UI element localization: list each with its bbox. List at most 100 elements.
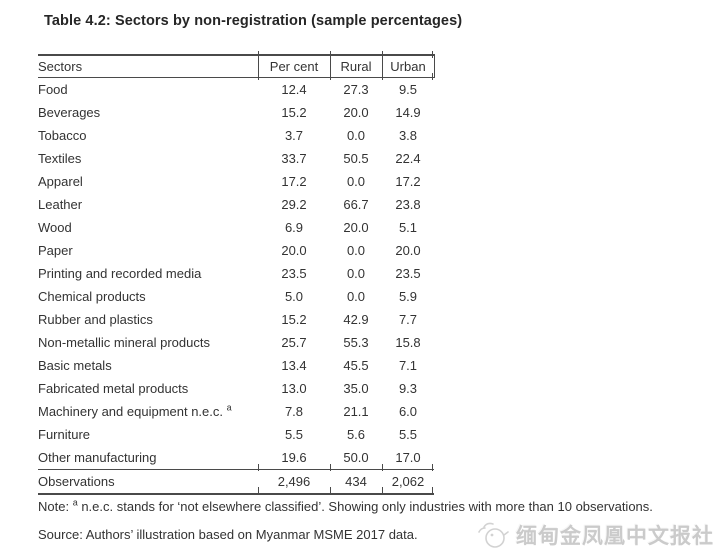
- percent-cell: 19.6: [258, 446, 330, 470]
- table-row: Printing and recorded media 23.5 0.0 23.5: [38, 262, 434, 285]
- table-row: Food 12.4 27.3 9.5: [38, 78, 434, 102]
- sector-cell: Paper: [38, 243, 73, 258]
- watermark-text: 缅甸金凤凰中文报社: [516, 525, 714, 548]
- rural-cell: 5.6: [346, 427, 366, 442]
- percent-cell: 12.4: [281, 82, 307, 97]
- rule-tick: [258, 464, 259, 471]
- sector-cell: Leather: [38, 197, 83, 212]
- rural-cell: 55.3: [343, 335, 369, 350]
- rule-tick: [432, 73, 433, 80]
- rural-cell: 21.1: [343, 404, 369, 419]
- urban-cell: 5.5: [398, 427, 418, 442]
- urban-cell: 23.5: [395, 266, 421, 281]
- rural-cell: 66.7: [343, 197, 369, 212]
- observations-label-cell: Observations: [38, 469, 258, 495]
- rule-tick: [382, 464, 383, 471]
- phoenix-logo-icon: [475, 518, 511, 552]
- rule-tick: [258, 73, 259, 80]
- rural-cell: 20.0: [343, 105, 369, 120]
- watermark: 缅甸金凤凰中文报社: [475, 518, 714, 552]
- urban-cell: 9.5: [398, 82, 418, 97]
- table-row: Leather 29.2 66.7 23.8: [38, 193, 434, 216]
- rule-tick: [432, 51, 433, 58]
- sector-cell: Apparel: [38, 174, 83, 189]
- rural-cell: 35.0: [343, 381, 369, 396]
- rule-tick: [258, 51, 259, 58]
- sector-cell: Textiles: [38, 151, 82, 166]
- column-header-urban: Urban: [381, 54, 435, 78]
- sectors-table: Sectors Per cent Rural Urban Food 12.4 27.…: [38, 51, 435, 495]
- urban-cell: 5.9: [398, 289, 418, 304]
- rural-cell: 0.0: [346, 174, 366, 189]
- table-row: Apparel 17.2 0.0 17.2: [38, 170, 434, 193]
- note-superscript: a: [72, 497, 78, 508]
- sector-cell: Beverages: [38, 105, 101, 120]
- urban-cell: 9.3: [398, 381, 418, 396]
- table-row: Other manufacturing 19.6 50.0 17.0: [38, 446, 434, 470]
- rule-tick: [382, 51, 383, 58]
- footnote-marker: a: [226, 402, 232, 413]
- table-row: Paper 20.0 0.0 20.0: [38, 239, 434, 262]
- urban-cell: 23.8: [395, 197, 421, 212]
- observations-rural-cell: 434: [330, 469, 382, 495]
- observations-urban-cell: 2,062: [382, 469, 434, 495]
- table-note: Note: a n.e.c. stands for ‘not elsewhere…: [38, 497, 710, 514]
- table-row: Furniture 5.5 5.6 5.5: [38, 423, 434, 446]
- percent-cell: 33.7: [281, 151, 307, 166]
- table-row: Wood 6.9 20.0 5.1: [38, 216, 434, 239]
- rule-tick: [382, 73, 383, 80]
- rural-cell: 0.0: [346, 266, 366, 281]
- sector-cell: Wood: [38, 220, 72, 235]
- rule-tick: [432, 464, 433, 471]
- sector-cell: Non-metallic mineral products: [38, 335, 210, 350]
- header-row: Sectors Per cent Rural Urban: [38, 54, 435, 78]
- sector-cell: Basic metals: [38, 358, 112, 373]
- column-header-rural: Rural: [329, 54, 382, 78]
- rural-cell: 0.0: [346, 243, 366, 258]
- rule-tick: [330, 487, 331, 494]
- table-row: Fabricated metal products 13.0 35.0 9.3: [38, 377, 434, 400]
- column-header-sectors: Sectors: [38, 54, 258, 78]
- percent-cell: 17.2: [281, 174, 307, 189]
- observations-row: Observations 2,496 434 2,062: [38, 469, 434, 495]
- rule-tick: [258, 487, 259, 494]
- sector-cell: Furniture: [38, 427, 91, 442]
- urban-cell: 20.0: [395, 243, 421, 258]
- urban-cell: 3.8: [398, 128, 418, 143]
- rule-tick: [330, 73, 331, 80]
- table-row: Textiles 33.7 50.5 22.4: [38, 147, 434, 170]
- source-line: Source: Authors’ illustration based on M…: [38, 527, 418, 542]
- urban-cell: 5.1: [398, 220, 418, 235]
- percent-cell: 13.4: [281, 358, 307, 373]
- rural-cell: 42.9: [343, 312, 369, 327]
- percent-cell: 25.7: [281, 335, 307, 350]
- percent-cell: 15.2: [281, 105, 307, 120]
- note-prefix: Note:: [38, 499, 73, 514]
- sector-cell: Printing and recorded media: [38, 266, 202, 281]
- urban-cell: 7.1: [398, 358, 418, 373]
- table-body: Food 12.4 27.3 9.5 Beverages 15.2 20.0 14.9 Toba…: [38, 78, 434, 470]
- rule-tick: [382, 487, 383, 494]
- rural-cell: 50.5: [343, 151, 369, 166]
- urban-cell: 17.2: [395, 174, 421, 189]
- table-row: Beverages 15.2 20.0 14.9: [38, 101, 434, 124]
- rule-tick: [330, 51, 331, 58]
- column-header-percent: Per cent: [257, 54, 330, 78]
- table-row: Rubber and plastics 15.2 42.9 7.7: [38, 308, 434, 331]
- percent-cell: 23.5: [281, 266, 307, 281]
- sector-cell: Tobacco: [38, 128, 87, 143]
- table-row: Non-metallic mineral products 25.7 55.3 15.…: [38, 331, 434, 354]
- percent-cell: 7.8: [284, 404, 304, 419]
- rural-cell: 0.0: [346, 128, 366, 143]
- urban-cell: 15.8: [395, 335, 421, 350]
- table-title: Table 4.2: Sectors by non-registration (…: [44, 13, 463, 29]
- percent-cell: 29.2: [281, 197, 307, 212]
- table-row: Tobacco 3.7 0.0 3.8: [38, 124, 434, 147]
- rural-cell: 50.0: [330, 446, 382, 470]
- table-row: Basic metals 13.4 45.5 7.1: [38, 354, 434, 377]
- percent-cell: 13.0: [281, 381, 307, 396]
- percent-cell: 20.0: [281, 243, 307, 258]
- urban-cell: 7.7: [398, 312, 418, 327]
- urban-cell: 22.4: [395, 151, 421, 166]
- sector-cell: Rubber and plastics: [38, 312, 153, 327]
